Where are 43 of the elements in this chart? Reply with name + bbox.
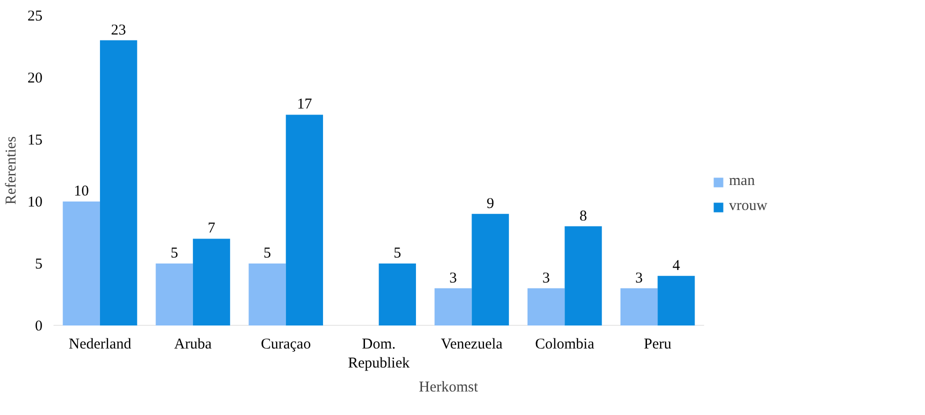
- bar: [434, 288, 472, 326]
- data-label: 5: [170, 246, 178, 262]
- data-label: 3: [542, 270, 550, 286]
- data-label: 10: [74, 184, 89, 200]
- y-tick-label: 10: [28, 194, 42, 210]
- x-tick-label: Curaçao: [260, 336, 311, 352]
- x-tick-label: Nederland: [68, 336, 132, 352]
- bar: [192, 238, 230, 326]
- legend-label: vrouw: [729, 198, 768, 215]
- y-axis-title: Referenties: [4, 136, 20, 205]
- data-label: 8: [580, 208, 588, 224]
- data-label: 5: [394, 246, 402, 262]
- x-tick-label: Aruba: [174, 336, 212, 352]
- data-label: 3: [635, 270, 643, 286]
- data-label: 3: [449, 270, 457, 286]
- x-tick-label: Dom. Republiek: [348, 336, 410, 372]
- bar: [248, 264, 286, 326]
- bar: [564, 226, 602, 326]
- bar: [658, 276, 695, 326]
- bar: [100, 40, 138, 326]
- bar: [62, 202, 100, 326]
- data-label: 4: [672, 258, 680, 274]
- bar: [286, 114, 324, 326]
- legend-label: man: [729, 173, 755, 190]
- bar: [156, 264, 193, 326]
- bar: [528, 288, 565, 326]
- data-label: 7: [208, 220, 216, 237]
- y-tick-label: 5: [35, 256, 42, 272]
- data-label: 17: [296, 96, 312, 113]
- x-axis-title: Herkomst: [418, 380, 479, 396]
- y-tick-label: 15: [28, 132, 42, 148]
- y-tick-label: 20: [28, 70, 42, 86]
- bar: [378, 264, 416, 326]
- data-label: 23: [111, 22, 126, 38]
- data-label: 5: [264, 246, 272, 262]
- x-tick-label: Colombia: [535, 336, 595, 352]
- bar: [472, 214, 509, 326]
- x-tick-label: Peru: [644, 336, 672, 352]
- bar: [620, 288, 658, 326]
- y-tick-label: 0: [35, 318, 42, 334]
- x-tick-label: Venezuela: [440, 336, 503, 352]
- data-label: 9: [486, 196, 494, 212]
- y-tick-label: 25: [28, 8, 42, 24]
